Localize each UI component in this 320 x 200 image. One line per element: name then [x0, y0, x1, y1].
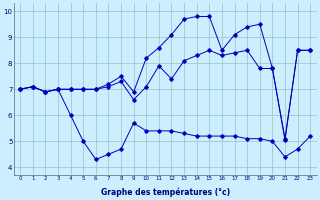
X-axis label: Graphe des températures (°c): Graphe des températures (°c) — [100, 187, 230, 197]
